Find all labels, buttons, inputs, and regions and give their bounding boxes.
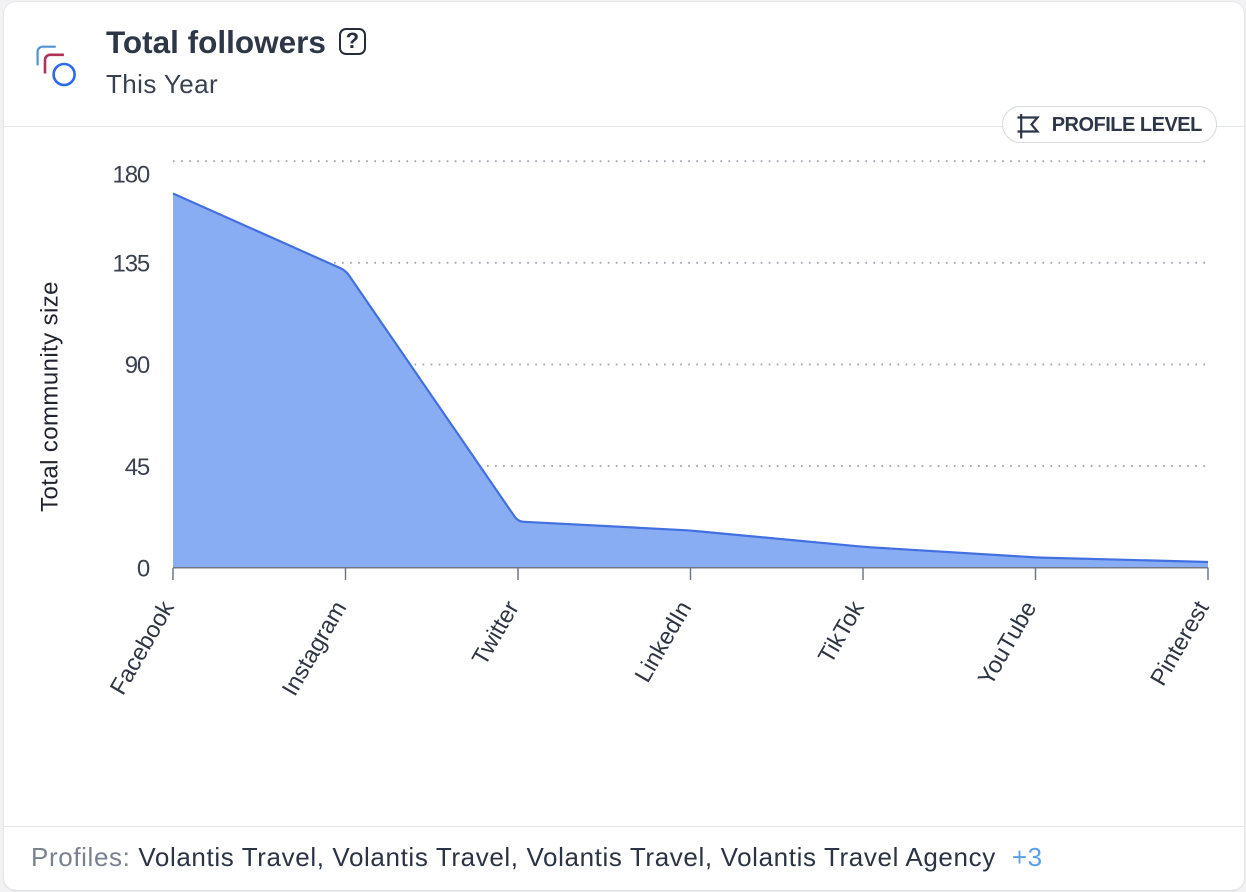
svg-text:45: 45 bbox=[125, 454, 150, 481]
svg-text:YouTube: YouTube bbox=[973, 597, 1042, 690]
svg-text:Total community size: Total community size bbox=[37, 281, 64, 512]
svg-text:135: 135 bbox=[113, 251, 150, 278]
svg-text:Pinterest: Pinterest bbox=[1145, 596, 1214, 690]
svg-text:Instagram: Instagram bbox=[277, 597, 352, 700]
svg-text:Twitter: Twitter bbox=[467, 596, 524, 669]
svg-text:Facebook: Facebook bbox=[105, 596, 179, 699]
svg-text:LinkedIn: LinkedIn bbox=[629, 597, 696, 687]
svg-text:TikTok: TikTok bbox=[813, 596, 869, 667]
svg-text:90: 90 bbox=[125, 352, 150, 379]
svg-text:180: 180 bbox=[113, 162, 150, 189]
svg-text:0: 0 bbox=[137, 556, 150, 583]
